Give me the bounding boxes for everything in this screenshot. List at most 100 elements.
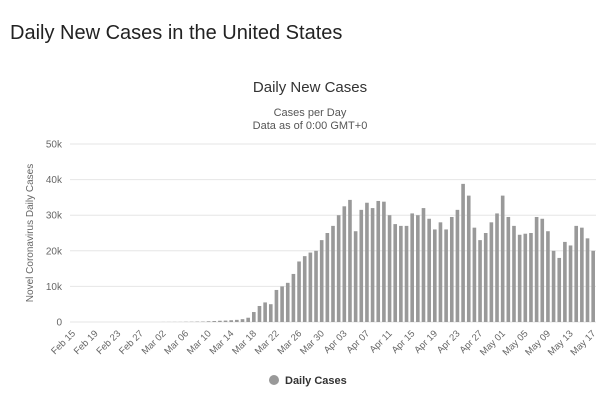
bar <box>325 233 330 322</box>
bar <box>517 234 522 322</box>
bar <box>240 319 245 322</box>
bar <box>291 273 296 322</box>
bar <box>455 209 460 322</box>
bar <box>376 200 381 322</box>
x-tick-label: Apr 11 <box>368 328 395 355</box>
bar <box>365 202 369 322</box>
bar <box>421 208 426 322</box>
bar <box>404 225 409 322</box>
bar <box>478 240 482 322</box>
y-tick-label: 20k <box>46 246 63 257</box>
bar <box>342 206 347 322</box>
bar <box>495 213 499 322</box>
bar <box>297 261 301 322</box>
bar <box>319 240 324 322</box>
bar <box>551 250 556 322</box>
y-tick-label: 30k <box>46 211 63 222</box>
bar <box>206 321 211 322</box>
bar <box>218 320 222 322</box>
bar <box>223 320 228 322</box>
x-tick-label: Apr 07 <box>344 328 372 356</box>
x-tick-label: Feb 23 <box>95 328 124 357</box>
bar <box>331 225 335 322</box>
bar <box>529 233 533 322</box>
bar <box>466 195 471 322</box>
bar <box>314 250 318 322</box>
bar <box>512 225 516 322</box>
bar <box>557 257 562 322</box>
bar <box>416 215 420 322</box>
bar <box>461 183 465 322</box>
bar <box>302 256 307 322</box>
x-tick-label: Feb 27 <box>117 328 146 357</box>
bar <box>268 304 273 322</box>
y-tick-label: 50k <box>46 140 63 151</box>
bar <box>580 227 584 322</box>
bar <box>359 209 364 322</box>
bar <box>308 252 313 322</box>
bar <box>246 317 250 322</box>
x-tick-label: Feb 19 <box>72 328 101 357</box>
bar <box>500 195 505 322</box>
x-tick-label: Mar 10 <box>185 328 214 357</box>
bar <box>393 224 398 322</box>
legend-marker <box>269 375 279 385</box>
x-tick-label: Mar 26 <box>275 328 304 357</box>
bar <box>280 286 284 322</box>
bar <box>523 233 528 322</box>
bar <box>427 218 431 322</box>
bar <box>387 215 392 322</box>
bar <box>534 216 539 322</box>
x-tick-label: Mar 22 <box>253 328 282 357</box>
x-tick-label: Mar 02 <box>140 328 169 357</box>
bar <box>483 233 488 322</box>
y-tick-label: 10k <box>46 282 63 293</box>
bar <box>410 213 414 322</box>
bar <box>336 215 341 322</box>
y-tick-label: 40k <box>46 175 63 186</box>
bar <box>449 216 454 322</box>
x-tick-label: Mar 14 <box>208 328 237 357</box>
bar <box>574 225 579 322</box>
bar <box>348 199 352 322</box>
bar <box>546 231 550 322</box>
bar <box>506 216 511 322</box>
x-tick-label: Apr 15 <box>390 328 418 356</box>
legend-label: Daily Cases <box>285 375 347 387</box>
bar <box>212 321 217 322</box>
bar <box>399 225 403 322</box>
bar <box>252 312 256 322</box>
x-tick-label: Mar 06 <box>162 328 191 357</box>
x-tick-label: Apr 19 <box>412 328 440 356</box>
bar <box>229 320 234 322</box>
bar <box>568 245 573 322</box>
bar <box>432 229 437 322</box>
bar <box>438 222 443 322</box>
x-tick-label: Mar 30 <box>298 328 327 357</box>
bar <box>585 238 590 322</box>
y-tick-label: 0 <box>56 318 62 329</box>
chart-title: Daily New Cases <box>253 79 367 96</box>
x-tick-label: Mar 18 <box>230 328 259 357</box>
bar <box>444 229 448 322</box>
bar <box>591 250 595 322</box>
bar <box>257 305 262 322</box>
bar <box>285 282 290 322</box>
bar <box>472 227 477 322</box>
bar <box>382 201 386 322</box>
bar <box>274 289 279 322</box>
chart-subtitle: Cases per Day <box>274 107 347 119</box>
bar <box>563 241 567 322</box>
x-tick-label: Apr 23 <box>435 328 463 356</box>
chart-subtitle: Data as of 0:00 GMT+0 <box>253 120 368 132</box>
bar <box>540 218 545 322</box>
page-title: Daily New Cases in the United States <box>10 22 343 44</box>
bar <box>353 231 358 322</box>
x-tick-label: May 17 <box>568 328 598 358</box>
bar <box>235 319 239 322</box>
bar <box>263 302 267 322</box>
x-tick-label: Apr 03 <box>322 328 350 356</box>
x-tick-label: Feb 15 <box>49 328 78 357</box>
